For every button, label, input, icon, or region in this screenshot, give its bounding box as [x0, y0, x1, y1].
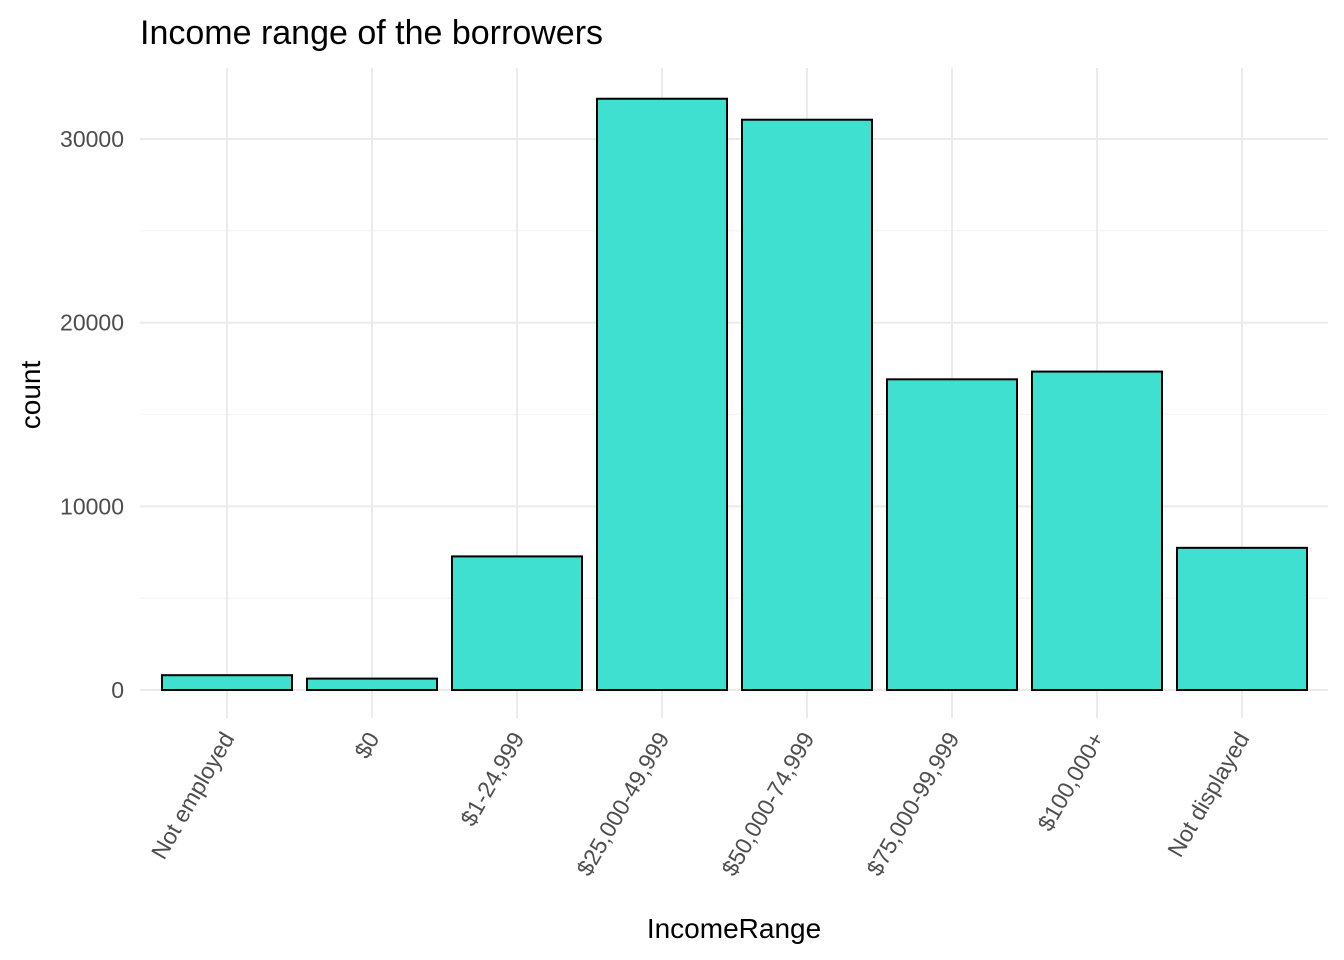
x-tick-label: Not employed — [146, 728, 239, 864]
y-tick-label: 30000 — [60, 126, 124, 152]
bar — [886, 378, 1018, 691]
x-tick-label: $25,000-49,999 — [571, 728, 674, 881]
bar — [1176, 546, 1308, 691]
bar — [451, 555, 583, 692]
bar — [306, 677, 438, 691]
y-tick-label: 0 — [111, 677, 124, 703]
y-axis-title: count — [15, 361, 46, 430]
bar — [741, 118, 873, 691]
x-tick-label: $0 — [349, 728, 384, 763]
x-axis-ticks: Not employed $0 $1-24,999 $25,000-49,999 $50… — [146, 728, 1254, 881]
y-axis-ticks: 0 10000 20000 30000 — [60, 126, 124, 703]
y-tick-label: 10000 — [60, 493, 124, 519]
y-tick-label: 20000 — [60, 310, 124, 336]
bar — [161, 674, 293, 692]
x-axis-title: IncomeRange — [647, 913, 821, 944]
bars — [161, 97, 1308, 692]
x-tick-label: Not displayed — [1162, 728, 1254, 862]
x-tick-label: $75,000-99,999 — [861, 728, 964, 881]
x-tick-label: $100,000+ — [1032, 728, 1109, 836]
bar — [596, 97, 728, 691]
bar — [1031, 370, 1163, 691]
chart-title: Income range of the borrowers — [140, 14, 603, 52]
x-tick-label: $50,000-74,999 — [716, 728, 819, 881]
x-tick-label: $1-24,999 — [455, 728, 529, 831]
